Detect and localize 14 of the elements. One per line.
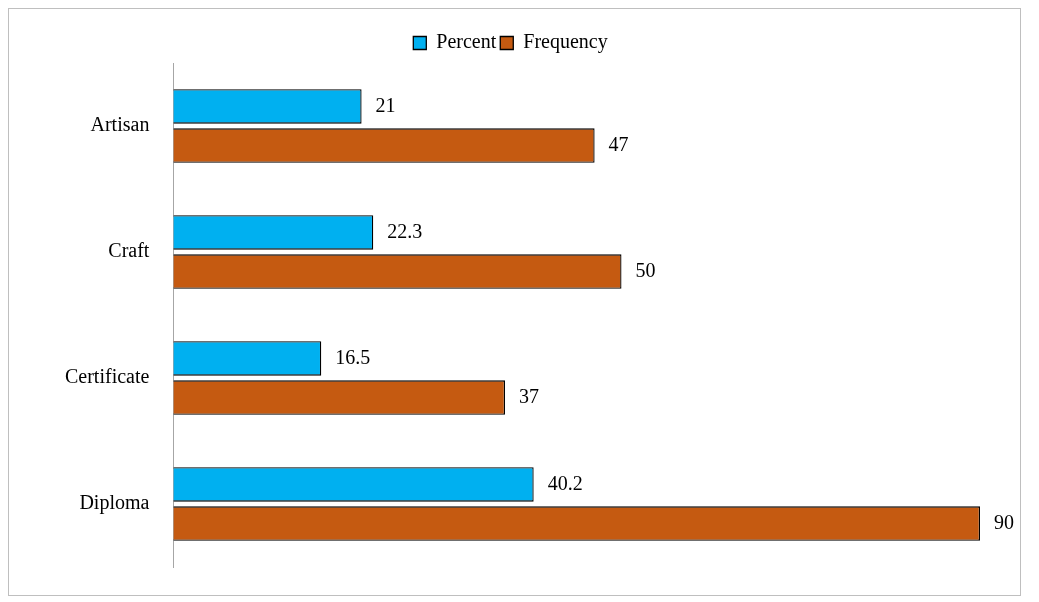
y-tick-label: Craft: [108, 239, 150, 262]
data-label: 16.5: [335, 345, 371, 368]
data-label: 90: [994, 510, 1014, 533]
data-label: 21: [375, 93, 396, 116]
legend-label: Percent: [436, 30, 497, 53]
data-label: 50: [635, 258, 656, 281]
y-tick-label: Artisan: [90, 113, 150, 136]
data-label: 22.3: [387, 219, 423, 242]
y-tick-label: Certificate: [64, 365, 150, 388]
y-tick-label: Diploma: [79, 491, 150, 515]
legend-label: Frequency: [523, 30, 608, 54]
data-label: 40.2: [547, 471, 583, 494]
data-label: 47: [608, 132, 629, 155]
data-label: 37: [519, 384, 539, 407]
